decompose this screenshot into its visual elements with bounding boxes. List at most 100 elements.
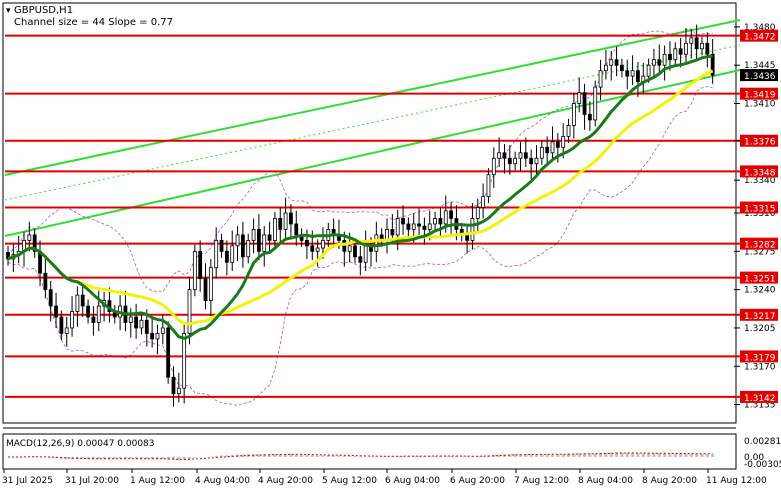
candle-body <box>208 267 213 301</box>
level-labels: 1.34721.34191.33761.33481.33151.32821.32… <box>740 29 778 404</box>
macd-indicator: 0.00281 0.00-0.00305 <box>8 437 781 470</box>
level-label: 1.3179 <box>744 353 776 363</box>
current-price-label: 1.3436 <box>744 72 776 82</box>
main-pane-frame <box>2 2 737 424</box>
candle-body <box>96 305 101 323</box>
level-lines <box>5 34 740 398</box>
candle-body <box>523 152 528 159</box>
level-label-bg <box>740 201 778 214</box>
time-tick-label: 1 Aug 12:00 <box>130 476 185 486</box>
candle-body <box>689 37 694 44</box>
level-label: 1.3315 <box>744 205 776 215</box>
candle-body <box>705 42 710 55</box>
price-tick-label: 1.3205 <box>744 324 776 334</box>
candle-body <box>518 152 523 159</box>
level-label: 1.3282 <box>744 241 776 251</box>
candle-body <box>192 250 197 291</box>
candle-body <box>267 234 272 241</box>
time-tick-label: 6 Aug 20:00 <box>450 476 505 486</box>
candle-body <box>48 289 53 307</box>
candle-body <box>64 327 69 334</box>
level-label-bg <box>740 308 778 321</box>
symbol-title: GBPUSD,H1 <box>14 5 73 16</box>
candle-body <box>422 225 427 230</box>
candle-body <box>534 157 539 165</box>
price-axis: 1.3480 1.3445 1.3410 1.3376 1.3340 1.3310 1.32… <box>734 23 776 411</box>
candle-body <box>662 53 667 66</box>
candle-body <box>91 316 96 323</box>
candle-body <box>182 333 187 389</box>
candle-body <box>321 239 325 249</box>
candle-body <box>513 157 518 165</box>
price-tick-label: 1.3410 <box>744 100 776 110</box>
header-icon: ▾ <box>6 6 11 16</box>
candle-body <box>475 207 480 219</box>
candle-body <box>353 245 357 258</box>
macd-tick-label: -0.00305 <box>744 460 781 470</box>
candle-body <box>166 327 171 378</box>
candle-body <box>630 70 635 77</box>
candle-body <box>342 239 347 252</box>
candle-body <box>561 135 566 148</box>
candle-body <box>614 59 619 66</box>
time-tick-label: 31 Jul 20:00 <box>65 476 119 486</box>
level-label: 1.3472 <box>744 33 776 43</box>
time-tick-label: 8 Aug 04:00 <box>578 476 633 486</box>
candle-body <box>593 86 598 121</box>
candle-body <box>246 239 251 258</box>
candle-body <box>294 223 299 236</box>
macd-signal-line <box>8 452 713 460</box>
level-label-bg <box>740 29 778 42</box>
candle-body <box>80 294 85 307</box>
candle-body <box>598 70 603 88</box>
time-tick-label: 4 Aug 04:00 <box>195 476 250 486</box>
candle-body <box>577 92 582 104</box>
candle-body <box>134 316 139 329</box>
candle-body <box>539 146 544 159</box>
channel-upper-line <box>4 19 741 176</box>
candle-body <box>230 245 235 263</box>
channel-lower-line <box>4 69 741 237</box>
candle-body <box>684 42 688 55</box>
macd-tick-label: 0.00281 <box>744 437 781 447</box>
candle-body <box>283 212 288 230</box>
time-tick-label: 31 Jul 2025 <box>2 476 53 486</box>
candle-body <box>603 64 608 72</box>
price-tick-label: 1.3135 <box>744 401 776 411</box>
candle-body <box>566 125 571 137</box>
macd-tick-label: 0.00 <box>744 453 764 463</box>
candle-body <box>128 316 133 323</box>
current-price-bg <box>740 69 778 82</box>
price-tick-label: 1.3170 <box>744 362 776 372</box>
candle-body <box>587 114 592 121</box>
level-label: 1.3217 <box>744 312 776 322</box>
candle-body <box>214 239 219 269</box>
candle-body <box>224 250 229 263</box>
candle-body <box>625 70 630 77</box>
candle-body <box>235 234 240 247</box>
candle-body <box>358 256 363 263</box>
candle-body <box>273 218 277 241</box>
candle-body <box>609 59 614 66</box>
channel-lines <box>4 19 741 237</box>
candle-body <box>406 223 411 230</box>
level-label: 1.3419 <box>744 91 776 101</box>
price-tick-label: 1.3275 <box>744 247 776 257</box>
price-tick-label: 1.3480 <box>744 23 776 33</box>
price-tick-label: 1.3240 <box>744 286 776 296</box>
candle-body <box>251 229 256 241</box>
level-label: 1.3251 <box>744 275 776 285</box>
candle-body <box>347 245 352 252</box>
candle-body <box>678 48 683 55</box>
candle-body <box>203 278 208 301</box>
candle-body <box>187 289 192 334</box>
candle-body <box>70 311 74 329</box>
candle-body <box>529 157 534 165</box>
candlesticks <box>6 24 715 407</box>
level-label-bg <box>740 165 778 178</box>
candle-body <box>240 234 245 258</box>
candle-body <box>694 37 699 50</box>
candle-body <box>507 157 512 165</box>
candle-body <box>417 223 421 227</box>
